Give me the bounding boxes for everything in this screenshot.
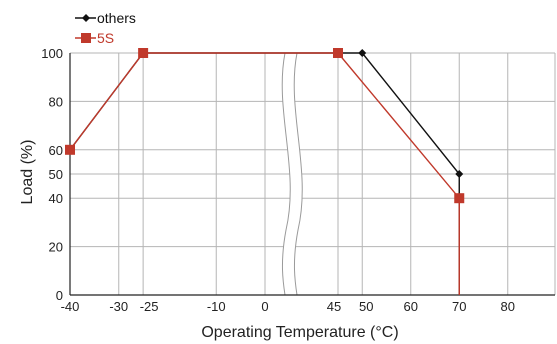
x-tick-label: -40 bbox=[61, 299, 80, 314]
y-tick-label: 40 bbox=[49, 191, 63, 206]
legend-label: others bbox=[97, 10, 136, 26]
x-tick-label: -25 bbox=[140, 299, 159, 314]
legend: others 5S bbox=[75, 10, 136, 46]
series-layer bbox=[65, 48, 465, 295]
x-tick-label: 50 bbox=[359, 299, 373, 314]
legend-label: 5S bbox=[97, 30, 114, 46]
axis-break-edge bbox=[281, 52, 291, 296]
legend-item-5s: 5S bbox=[75, 30, 114, 46]
data-point-5s bbox=[65, 144, 75, 155]
axis-break-edge bbox=[293, 52, 303, 296]
grid bbox=[69, 52, 556, 296]
axes bbox=[69, 53, 555, 296]
y-tick-label: 50 bbox=[49, 167, 63, 182]
y-tick-label: 20 bbox=[49, 240, 63, 255]
tick-labels: 0 20 40 50 60 80 100 -40 -30 -25 -10 0 45 50 60 70 80 bbox=[41, 46, 515, 314]
x-tick-label: 80 bbox=[501, 299, 515, 314]
legend-marker-square bbox=[81, 33, 91, 43]
y-tick-label: 60 bbox=[49, 143, 63, 158]
x-tick-label: -30 bbox=[109, 299, 128, 314]
legend-marker-diamond bbox=[82, 14, 90, 22]
markers-5s bbox=[65, 48, 465, 204]
y-axis-label: Load (%) bbox=[19, 140, 36, 205]
data-point-5s bbox=[333, 48, 343, 58]
y-tick-label: 80 bbox=[49, 94, 63, 109]
data-point-others bbox=[455, 170, 464, 178]
axis-break bbox=[281, 52, 303, 296]
axis-break-fill bbox=[282, 53, 303, 295]
x-tick-label: 60 bbox=[404, 299, 418, 314]
data-point-others bbox=[358, 49, 367, 57]
data-point-5s bbox=[454, 193, 465, 204]
data-point-5s bbox=[138, 48, 149, 58]
x-tick-label: -10 bbox=[207, 299, 226, 314]
y-tick-label: 0 bbox=[56, 288, 63, 303]
x-axis-label: Operating Temperature (°C) bbox=[201, 324, 398, 341]
x-tick-label: 0 bbox=[261, 299, 268, 314]
legend-item-others: others bbox=[75, 10, 136, 26]
x-tick-label: 70 bbox=[452, 299, 466, 314]
x-tick-label: 45 bbox=[327, 299, 341, 314]
y-tick-label: 100 bbox=[41, 46, 63, 61]
